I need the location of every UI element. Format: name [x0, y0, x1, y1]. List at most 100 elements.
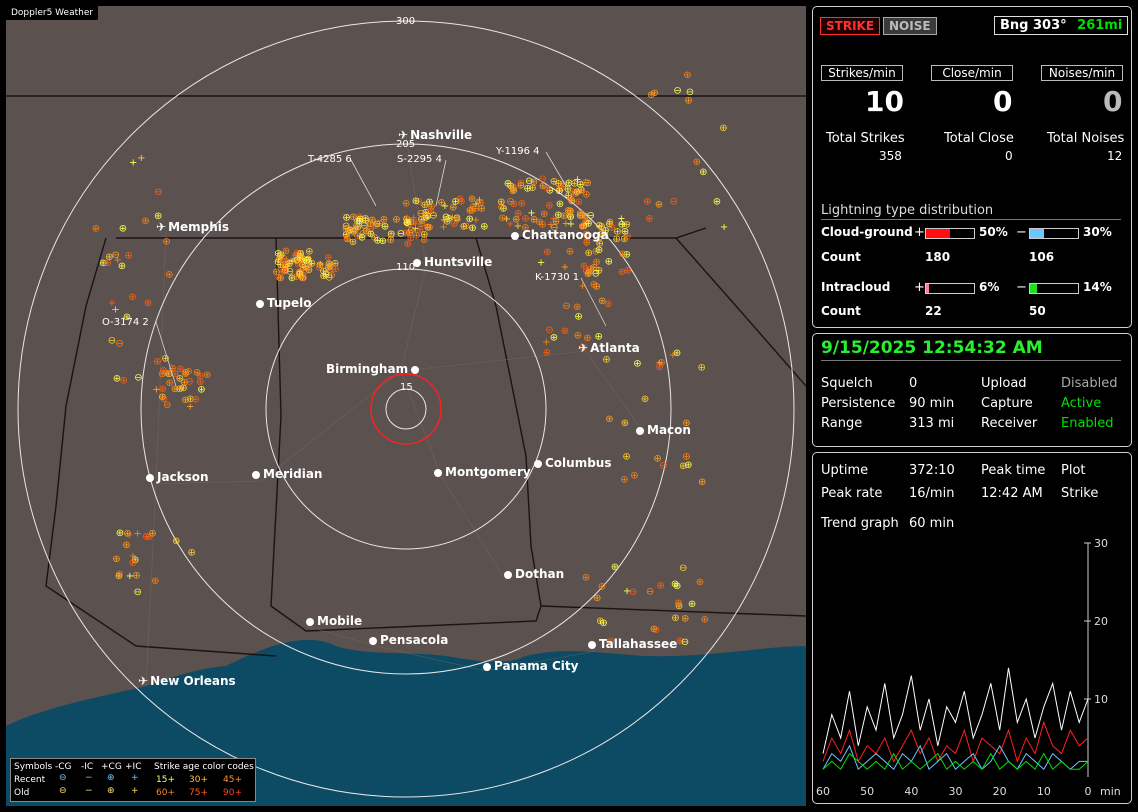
strike-marker: ⊖ [352, 221, 360, 232]
noise-mode-button[interactable]: NOISE [883, 17, 937, 35]
strike-marker: ⊕ [422, 208, 430, 219]
strike-marker: + [126, 571, 134, 582]
strike-marker: ⊕ [517, 181, 525, 192]
strike-marker: + [288, 256, 296, 267]
strike-marker: ⊕ [296, 269, 304, 280]
strike-marker: + [567, 219, 575, 230]
strike-marker: + [578, 281, 586, 292]
strike-marker: ⊕ [592, 282, 600, 293]
age-code: 30+ [189, 775, 208, 785]
bearing-readout: Bng 303° 261mi [994, 16, 1129, 35]
strike-marker: ⊕ [594, 234, 602, 245]
strike-marker: ⊕ [480, 221, 488, 232]
strike-marker: ⊕ [346, 225, 354, 236]
strike-marker: ⊕ [462, 221, 470, 232]
plot-value[interactable]: Strike [1061, 486, 1099, 501]
noises-per-min-header[interactable]: Noises/min [1041, 65, 1123, 81]
trend-x-tick-label: 40 [904, 785, 918, 798]
strike-marker: ⊕ [472, 203, 480, 214]
storm-tag[interactable]: K-1730 1 [535, 272, 580, 283]
strike-marker: ⊕ [598, 227, 606, 238]
strike-marker: ⊕ [620, 234, 628, 245]
strike-marker: ⊕ [657, 581, 665, 592]
strike-marker: + [537, 258, 545, 269]
strike-marker: ⊕ [367, 229, 375, 240]
city-dot-icon [511, 231, 519, 240]
strike-marker: ⊖ [506, 196, 514, 207]
strike-marker: ⊕ [618, 267, 626, 278]
upload-value[interactable]: Disabled [1061, 376, 1118, 391]
strike-marker: + [506, 219, 514, 230]
strike-marker: ⊕ [118, 261, 126, 272]
persistence-value[interactable]: 90 min [909, 396, 955, 411]
strike-marker: ⊕ [598, 296, 606, 307]
strike-marker: ⊕ [315, 263, 323, 274]
strike-marker: ⊕ [621, 418, 629, 429]
lightning-map[interactable]: ⊕ ⊖ ⊕ ⊕ ⊕ ⊕ ⊕ ⊕ ⊕ ⊕ ⊕ ⊕ ⊕ ⊕ + + ⊕ ⊖ ⊕ ⊕ ⊕ ⊕ + ⊕ ⊕ ⊕ ⊕ ⊕ ⊕ ⊕ + ⊕ ⊕ ⊕ ⊕ + ⊕ ⊕ ⊕ ⊖… [6, 6, 806, 806]
ic-negative-fill [1030, 284, 1037, 293]
strike-marker: ⊕ [568, 187, 576, 198]
strikes-per-min-header[interactable]: Strikes/min [821, 65, 903, 81]
strike-marker: + [152, 384, 160, 395]
strike-marker: ⊖ [673, 86, 681, 97]
strike-marker: ⊕ [342, 225, 350, 236]
strike-marker: ⊕ [682, 452, 690, 463]
total-strikes-value: 358 [879, 149, 902, 163]
strike-marker: ⊕ [188, 547, 196, 558]
storm-tag[interactable]: Y-1196 4 [496, 146, 540, 157]
trend-graph-value[interactable]: 60 min [909, 516, 955, 531]
pos-ic-old-icon: + [131, 786, 139, 796]
strike-marker: ⊕ [144, 298, 152, 309]
strike-marker: + [619, 219, 627, 230]
strike-marker: ⊖ [360, 220, 368, 231]
strike-marker: ⊕ [460, 221, 468, 232]
capture-value[interactable]: Active [1061, 396, 1102, 411]
ic-count-label: Count [821, 304, 861, 318]
strike-mode-button[interactable]: STRIKE [820, 17, 881, 35]
range-label-205: 205 [396, 139, 416, 150]
strike-marker: ⊕ [92, 224, 100, 235]
strike-marker: ⊕ [673, 581, 681, 592]
strike-marker: ⊕ [128, 292, 136, 303]
storm-tag[interactable]: S-2295 4 [397, 154, 442, 165]
strike-marker: ⊕ [599, 618, 607, 629]
city-dot-icon [534, 459, 542, 468]
strike-marker: ⊕ [166, 378, 174, 389]
strike-marker: ⊕ [566, 246, 574, 257]
range-value[interactable]: 313 mi [909, 416, 955, 431]
strike-marker: ⊕ [99, 258, 107, 269]
strikes-per-min-value: 10 [865, 85, 904, 118]
storm-tag[interactable]: T-4285 6 [308, 154, 352, 165]
strike-marker: ⊕ [514, 209, 522, 220]
strike-marker: ⊕ [688, 599, 696, 610]
city-dot-icon [411, 365, 420, 374]
strike-marker: + [475, 195, 483, 206]
pos-cg-old-icon: ⊕ [107, 786, 115, 796]
strike-marker: ⊕ [622, 451, 630, 462]
squelch-value[interactable]: 0 [909, 376, 918, 391]
strike-marker: ⊕ [550, 176, 558, 187]
total-noises-label: Total Noises [1047, 131, 1125, 146]
strike-marker: + [111, 304, 119, 315]
strike-marker: ⊖ [681, 637, 689, 648]
strike-marker: ⊕ [319, 266, 327, 277]
strike-marker: + [562, 218, 570, 229]
close-per-min-header[interactable]: Close/min [931, 65, 1013, 81]
strike-marker: ⊖ [325, 273, 333, 284]
noises-per-min-value: 0 [1103, 85, 1123, 118]
strike-marker: + [566, 208, 574, 219]
receiver-value[interactable]: Enabled [1061, 416, 1114, 431]
storm-tag[interactable]: O-3174 2 [102, 317, 149, 328]
strike-marker: ⊕ [282, 260, 290, 271]
strike-marker: ⊖ [686, 87, 694, 98]
uptime-label: Uptime [821, 463, 869, 478]
strike-marker: ⊕ [412, 231, 420, 242]
strike-marker: ⊕ [353, 231, 361, 242]
strike-marker: ⊕ [517, 178, 525, 189]
strike-marker: ⊕ [168, 363, 176, 374]
strike-marker: ⊖ [629, 587, 637, 598]
city-memphis: ✈ Memphis [156, 220, 230, 234]
trend-x-tick-label: 0 [1085, 785, 1092, 798]
strike-marker: ⊕ [281, 262, 289, 273]
strike-marker: ⊖ [550, 223, 558, 234]
